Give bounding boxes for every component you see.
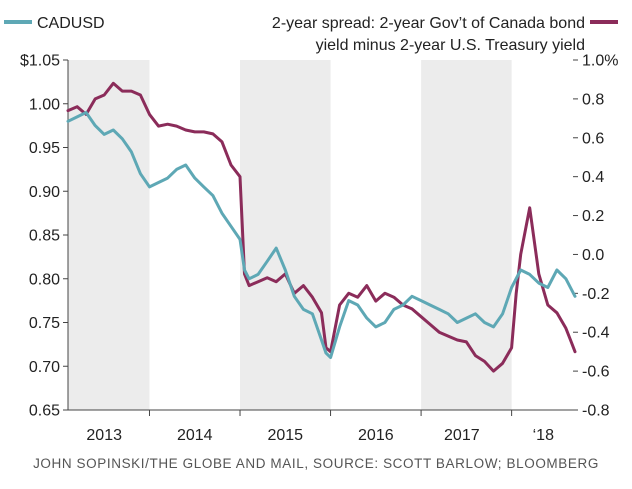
left-tick-label: 0.95	[29, 140, 60, 157]
series-lines	[66, 81, 577, 373]
shaded-period-2	[421, 60, 512, 410]
right-tick-label: 0.2	[582, 208, 604, 225]
x-tick-label: 2016	[358, 427, 394, 444]
left-tick-label: 0.80	[29, 271, 60, 288]
shaded-periods	[68, 60, 512, 410]
left-tick-label: 1.00	[29, 96, 60, 113]
x-axis-ticks: 2013 2014 2015 2016 2017 ‘18	[86, 410, 554, 444]
x-tick-label: 2013	[86, 427, 122, 444]
left-tick-label: 0.75	[29, 315, 60, 332]
source-credit: JOHN SOPINSKI/THE GLOBE AND MAIL, SOURCE…	[33, 456, 599, 471]
legend-spread-label-line1: 2-year spread: 2-year Gov’t of Canada bo…	[272, 15, 585, 32]
x-tick-label: 2017	[444, 427, 480, 444]
legend-spread: 2-year spread: 2-year Gov’t of Canada bo…	[272, 15, 618, 54]
x-tick-label: 2015	[267, 427, 303, 444]
right-tick-label: -0.8	[582, 403, 610, 420]
right-axis-ticks: -0.8 -0.6 -0.4 -0.2 0.0 0.2 0.4 0.6 0.8 1.0%	[573, 53, 618, 420]
left-tick-label: 0.90	[29, 184, 60, 201]
shaded-period-1	[240, 60, 331, 410]
right-tick-label: -0.6	[582, 364, 610, 381]
right-tick-label: -0.4	[582, 325, 610, 342]
cadusd-line	[66, 111, 577, 359]
legend-cadusd: CADUSD	[4, 15, 105, 32]
right-tick-label: 0.0	[582, 247, 604, 264]
left-axis-ticks: 0.65 0.70 0.75 0.80 0.85 0.90 0.95 1.00 $1.05	[20, 53, 68, 420]
left-tick-label: 0.85	[29, 228, 60, 245]
shaded-period-0	[68, 60, 150, 410]
x-tick-label: ‘18	[533, 427, 554, 444]
right-tick-label: 0.6	[582, 130, 604, 147]
x-tick-label: 2014	[177, 427, 213, 444]
legend-spread-label-line2: yield minus 2-year U.S. Treasury yield	[316, 37, 585, 54]
right-tick-label: 1.0%	[582, 53, 618, 70]
left-tick-label: $1.05	[20, 53, 60, 70]
right-tick-label: -0.2	[582, 286, 610, 303]
left-tick-label: 0.65	[29, 403, 60, 420]
spread-line	[66, 81, 577, 373]
left-tick-label: 0.70	[29, 359, 60, 376]
right-tick-label: 0.8	[582, 91, 604, 108]
right-tick-label: 0.4	[582, 169, 604, 186]
legend-cadusd-label: CADUSD	[37, 15, 105, 32]
